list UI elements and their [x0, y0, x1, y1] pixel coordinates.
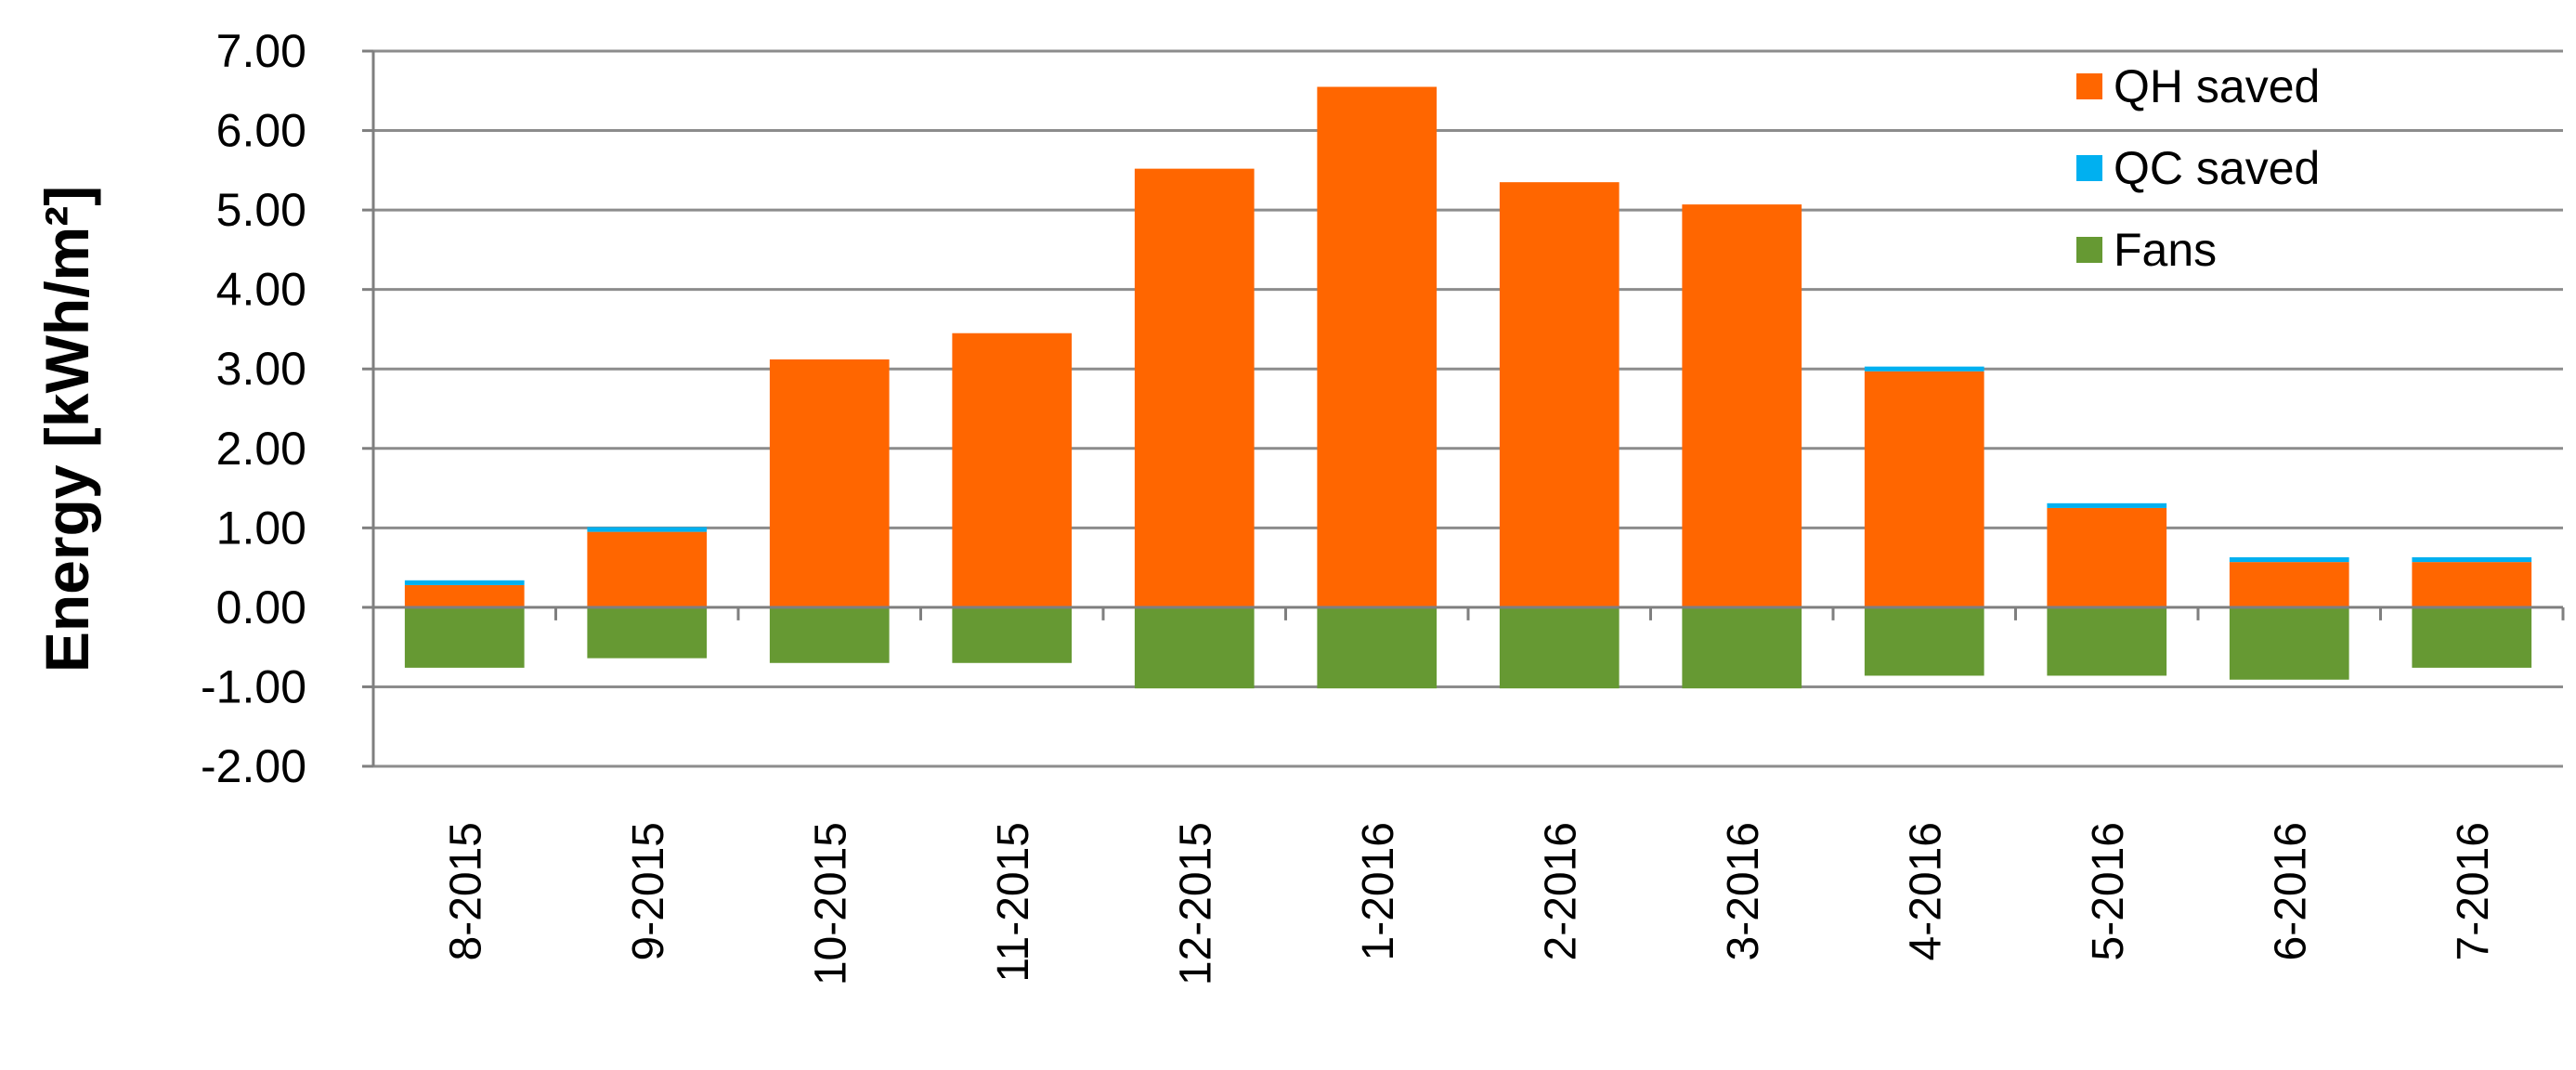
bar-qh-saved: [404, 584, 525, 607]
y-axis-label: Energy [kWh/m²]: [33, 186, 101, 672]
x-tick-label: 9-2015: [624, 822, 673, 960]
bar-qc-saved: [2412, 556, 2532, 563]
bar-qh-saved: [1134, 168, 1255, 607]
x-tick-label: 11-2015: [989, 822, 1038, 983]
bar-qh-saved: [2412, 562, 2532, 607]
bar-qh-saved: [1864, 371, 1984, 607]
x-tick-label: 6-2016: [2266, 822, 2315, 960]
x-tick-label: 7-2016: [2449, 822, 2498, 960]
bar-qh-saved: [1682, 204, 1802, 607]
x-tick-label: 5-2016: [2084, 822, 2133, 960]
y-tick-label: 3.00: [216, 343, 306, 395]
bar-fans: [587, 607, 708, 659]
y-tick-label: 6.00: [216, 105, 306, 157]
legend: QH saved QC saved Fans: [2076, 60, 2320, 276]
bar-fans: [1317, 607, 1438, 689]
x-tick-label: 10-2015: [806, 822, 855, 985]
y-tick-label: 0.00: [216, 581, 306, 633]
legend-swatch: [2076, 73, 2102, 99]
y-tick-label: 1.00: [216, 502, 306, 554]
x-tick-label: 12-2015: [1171, 822, 1220, 985]
bar-qh-saved: [2229, 562, 2349, 607]
y-tick-labels: 7.00 6.00 5.00 4.00 3.00 2.00 1.00 0.00 -1.00 -2.…: [201, 25, 306, 792]
bar-qh-saved: [952, 333, 1073, 607]
bar-fans: [769, 607, 890, 663]
gridlines: [373, 49, 2563, 768]
x-tick-label: 3-2016: [1719, 822, 1768, 960]
bar-fans: [404, 607, 525, 668]
y-tick-label: 4.00: [216, 264, 306, 316]
bar-qh-saved: [587, 531, 708, 607]
bar-fans: [1864, 607, 1984, 676]
bar-fans: [2229, 607, 2349, 680]
legend-label: QH saved: [2114, 60, 2320, 112]
bar-fans: [2412, 607, 2532, 668]
x-tick-label: 2-2016: [1536, 822, 1585, 960]
y-tick-label: -1.00: [201, 660, 306, 712]
bar-qh-saved: [1499, 182, 1620, 607]
bar-fans: [1134, 607, 1255, 689]
legend-swatch: [2076, 237, 2102, 263]
legend-label: QC saved: [2114, 142, 2320, 194]
x-tick-labels: 8-2015 9-2015 10-2015 11-2015 12-2015 1-2016 2…: [441, 822, 2498, 985]
bar-fans: [1499, 607, 1620, 689]
axes: [362, 49, 2565, 768]
bars: [404, 86, 2532, 689]
bar-fans: [2047, 607, 2167, 676]
bar-qh-saved: [2047, 507, 2167, 607]
bar-qc-saved: [2229, 556, 2349, 563]
bar-qc-saved: [2047, 502, 2167, 508]
bar-fans: [1682, 607, 1802, 689]
y-tick-label: 5.00: [216, 184, 306, 236]
legend-swatch: [2076, 155, 2102, 181]
y-tick-label: -2.00: [201, 740, 306, 792]
legend-label: Fans: [2114, 224, 2217, 276]
bar-fans: [952, 607, 1073, 663]
bar-qh-saved: [769, 359, 890, 607]
bar-qc-saved: [1864, 366, 1984, 372]
y-tick-label: 7.00: [216, 25, 306, 77]
x-tick-label: 4-2016: [1901, 822, 1950, 960]
y-tick-label: 2.00: [216, 423, 306, 475]
bar-qc-saved: [587, 527, 708, 532]
x-tick-label: 1-2016: [1354, 822, 1403, 960]
x-tick-label: 8-2015: [441, 822, 490, 960]
bar-qc-saved: [404, 580, 525, 585]
bar-qh-saved: [1317, 86, 1438, 607]
